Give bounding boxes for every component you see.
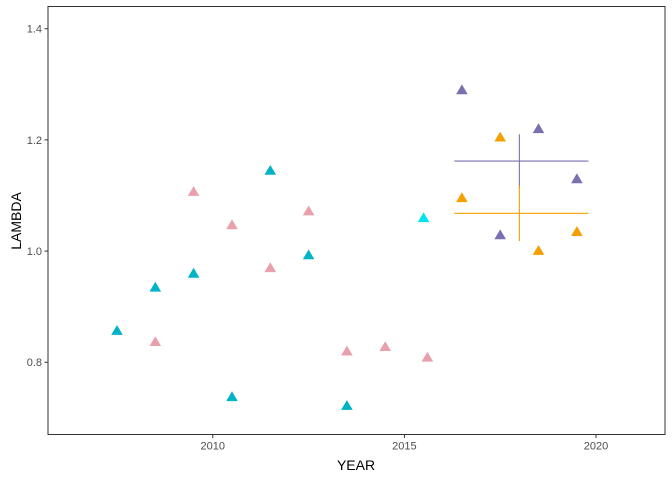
data-point-triangle xyxy=(302,249,315,260)
data-point-triangle xyxy=(264,262,277,273)
data-point-triangle xyxy=(187,267,200,278)
data-point-triangle xyxy=(494,229,506,240)
crosses-layer xyxy=(454,134,589,242)
data-point-triangle xyxy=(379,341,391,351)
x-tick-label: 2015 xyxy=(392,441,416,453)
y-axis-title: LAMBDA xyxy=(8,192,24,250)
data-point-triangle xyxy=(341,400,353,410)
plot-panel xyxy=(47,6,666,435)
data-point-triangle xyxy=(571,173,583,184)
data-point-triangle xyxy=(532,245,545,255)
data-point-triangle xyxy=(187,186,200,196)
y-tick-label: 1.2 xyxy=(27,135,42,147)
data-point-triangle xyxy=(456,192,468,203)
y-tick-label: 1.0 xyxy=(27,246,42,258)
data-point-triangle xyxy=(226,391,238,402)
data-point-triangle xyxy=(417,212,430,223)
data-point-triangle xyxy=(149,336,162,346)
data-point-triangle xyxy=(264,165,277,175)
data-point-triangle xyxy=(571,226,583,236)
data-point-triangle xyxy=(341,345,353,356)
data-point-triangle xyxy=(456,84,468,95)
points-layer xyxy=(111,84,583,410)
data-point-triangle xyxy=(302,205,315,216)
y-tick-label: 1.4 xyxy=(27,24,42,36)
x-axis: 2010 2015 2020 xyxy=(201,434,608,453)
y-axis: 0.8 1.0 1.2 1.4 xyxy=(27,24,48,369)
x-axis-title: YEAR xyxy=(337,457,375,473)
y-tick-label: 0.8 xyxy=(27,357,42,369)
data-point-triangle xyxy=(421,351,434,362)
data-point-triangle xyxy=(494,131,506,142)
x-tick-label: 2020 xyxy=(584,441,608,453)
data-point-triangle xyxy=(149,281,162,292)
data-point-triangle xyxy=(111,325,123,335)
data-point-triangle xyxy=(532,123,545,134)
x-tick-label: 2010 xyxy=(201,441,225,453)
data-point-triangle xyxy=(226,219,238,230)
